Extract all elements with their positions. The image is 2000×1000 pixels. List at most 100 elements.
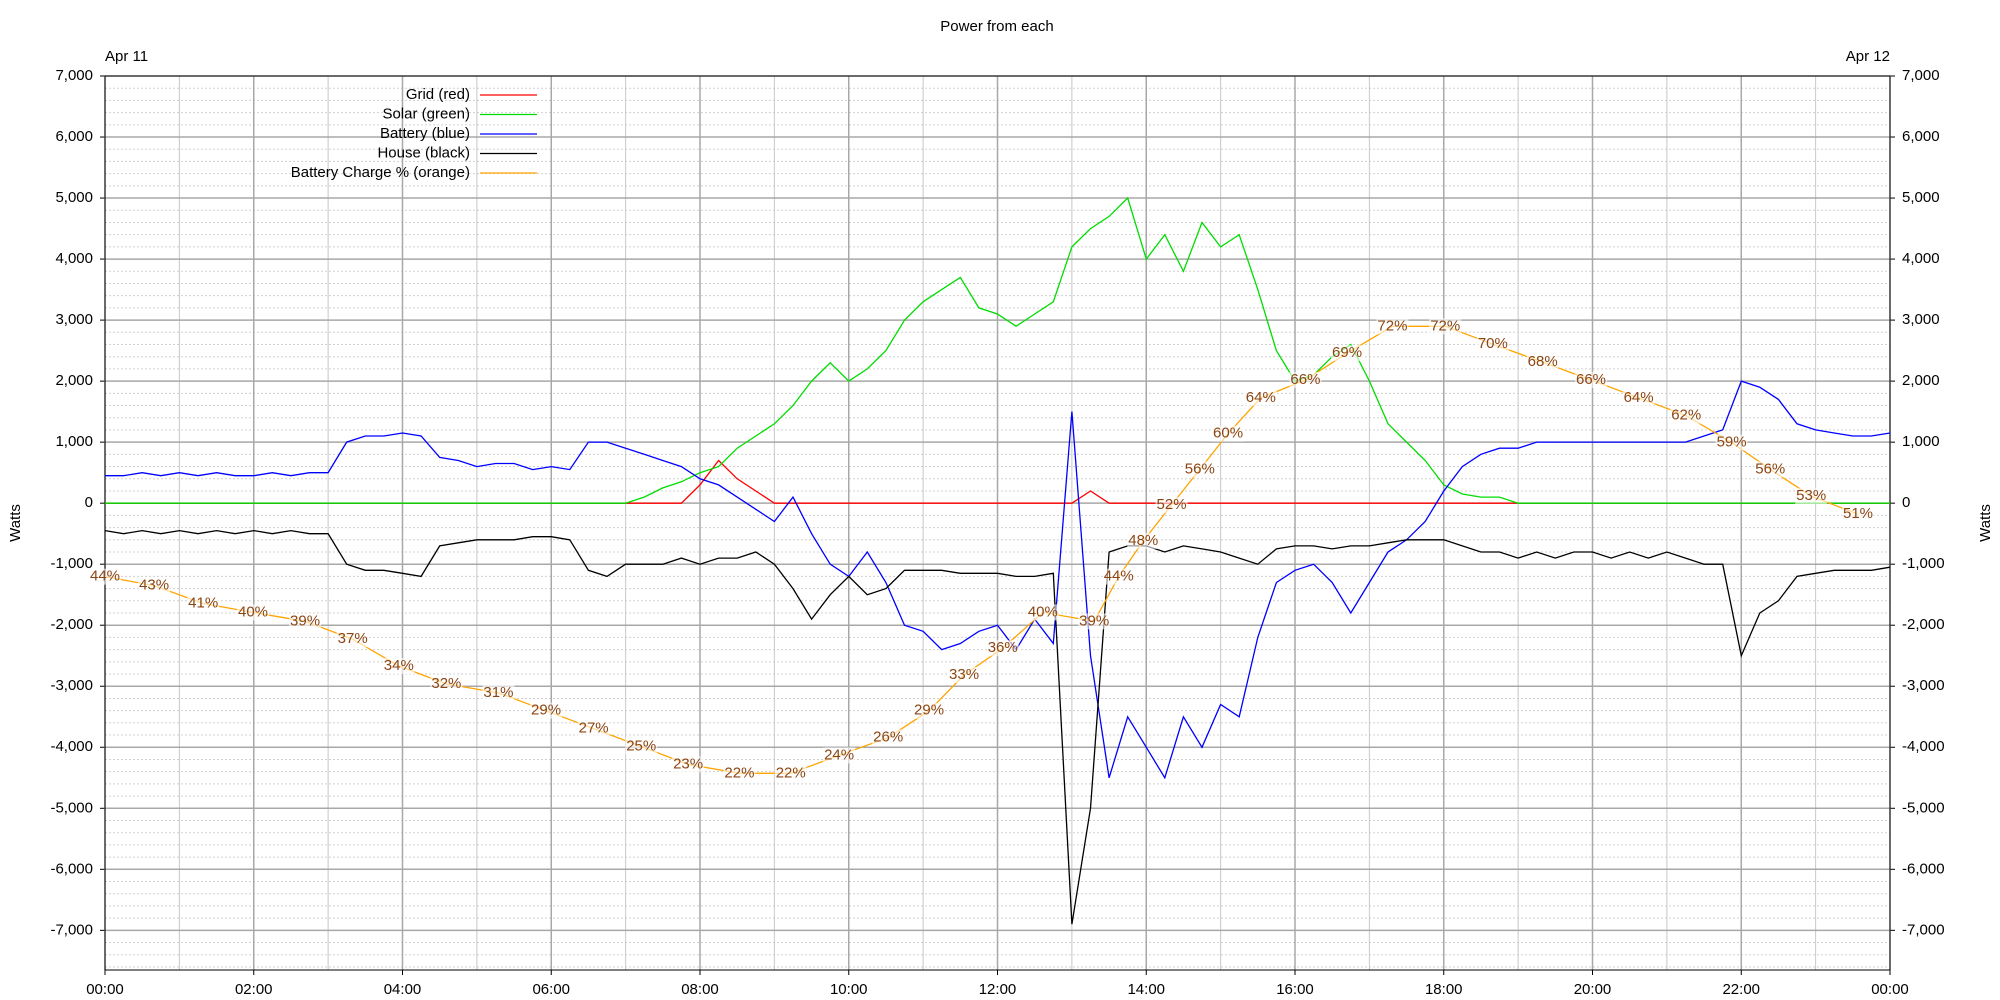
data-label: 59% xyxy=(1717,434,1747,451)
data-label-bg xyxy=(1078,613,1111,630)
y-tick-label-right: 6,000 xyxy=(1902,128,1940,145)
data-label-bg xyxy=(1155,497,1188,514)
data-label: 70% xyxy=(1478,335,1508,352)
y-tick-label: 2,000 xyxy=(55,372,93,389)
data-label: 34% xyxy=(384,657,414,674)
annotation: Apr 12 xyxy=(1846,48,1890,65)
y-tick-label-right: 7,000 xyxy=(1902,67,1940,84)
series-line xyxy=(104,529,1891,925)
y-tick-label: 1,000 xyxy=(55,433,93,450)
y-tick-label: -6,000 xyxy=(50,860,93,877)
data-label: 56% xyxy=(1185,460,1215,477)
y-tick-label-right: -6,000 xyxy=(1902,860,1945,877)
data-label-bg xyxy=(948,666,981,683)
data-label: 37% xyxy=(338,630,368,647)
x-tick-label: 14:00 xyxy=(1127,981,1165,998)
data-label-bg xyxy=(289,613,322,630)
data-label: 52% xyxy=(1157,496,1187,513)
x-tick-label: 00:00 xyxy=(86,981,124,998)
data-label-bg xyxy=(1526,354,1559,371)
y-tick-label-right: -7,000 xyxy=(1902,921,1945,938)
y-tick-label-right: -4,000 xyxy=(1902,738,1945,755)
data-label: 64% xyxy=(1246,389,1276,406)
data-label-bg xyxy=(625,738,658,755)
data-label: 69% xyxy=(1332,344,1362,361)
data-label-bg xyxy=(1376,318,1409,335)
y-tick-label-right: -1,000 xyxy=(1902,555,1945,572)
data-label-bg xyxy=(1715,434,1748,451)
data-label: 33% xyxy=(949,666,979,683)
annotation: Apr 11 xyxy=(105,48,148,65)
data-label-bg xyxy=(530,702,563,719)
data-label: 60% xyxy=(1213,425,1243,442)
y-tick-label: 5,000 xyxy=(55,189,93,206)
data-label-bg xyxy=(913,702,946,719)
data-label-bg xyxy=(1754,461,1787,478)
data-label-bg xyxy=(1127,532,1160,549)
data-label: 40% xyxy=(1028,603,1058,620)
data-label: 43% xyxy=(139,577,169,594)
x-tick-label: 00:00 xyxy=(1871,981,1909,998)
data-label: 68% xyxy=(1528,353,1558,370)
y-tick-label: 4,000 xyxy=(55,250,93,267)
data-label: 53% xyxy=(1796,487,1826,504)
data-label-bg xyxy=(1289,371,1322,388)
data-label: 51% xyxy=(1843,505,1873,522)
data-label: 36% xyxy=(988,639,1018,656)
x-tick-label: 20:00 xyxy=(1574,981,1612,998)
data-label-bg xyxy=(89,568,121,585)
x-tick-label: 04:00 xyxy=(384,981,422,998)
y-tick-label: 6,000 xyxy=(55,128,93,145)
data-label: 48% xyxy=(1128,532,1158,549)
data-label-bg xyxy=(986,640,1019,657)
y-tick-label: -3,000 xyxy=(50,677,93,694)
chart-title: Power from each xyxy=(940,18,1053,35)
x-tick-label: 22:00 xyxy=(1722,981,1760,998)
y-tick-label-right: 5,000 xyxy=(1902,189,1940,206)
data-label: 24% xyxy=(824,746,854,763)
y-tick-label-right: 2,000 xyxy=(1902,372,1940,389)
y-tick-label: -7,000 xyxy=(50,921,93,938)
data-label: 66% xyxy=(1576,371,1606,388)
data-label-bg xyxy=(382,658,415,675)
data-label-bg xyxy=(138,577,171,594)
data-label: 39% xyxy=(290,612,320,629)
data-label-bg xyxy=(187,595,220,612)
data-label-bg xyxy=(1429,318,1462,335)
data-label: 32% xyxy=(431,675,461,692)
data-label: 29% xyxy=(914,702,944,719)
data-label: 64% xyxy=(1624,389,1654,406)
data-label-bg xyxy=(237,604,270,621)
x-tick-label: 12:00 xyxy=(979,981,1017,998)
plot-frame xyxy=(104,75,1891,971)
legend-label: House (black) xyxy=(377,144,470,161)
legend-label: Solar (green) xyxy=(382,105,470,122)
y-tick-label: -1,000 xyxy=(50,555,93,572)
data-label-bg xyxy=(723,765,756,782)
data-label: 72% xyxy=(1377,317,1407,334)
data-label-bg xyxy=(1476,336,1509,353)
data-label: 39% xyxy=(1079,612,1109,629)
legend-label: Battery (blue) xyxy=(380,125,470,142)
data-label: 40% xyxy=(238,603,268,620)
x-tick-label: 02:00 xyxy=(235,981,273,998)
data-label-bg xyxy=(1183,461,1216,478)
y-axis-label-right: Watts xyxy=(1977,504,1994,542)
data-label: 72% xyxy=(1430,317,1460,334)
data-label-bg xyxy=(482,684,515,701)
legend-label: Battery Charge % (orange) xyxy=(291,164,470,181)
series-line xyxy=(105,380,1891,780)
data-label: 44% xyxy=(90,568,120,585)
y-tick-label-right: -5,000 xyxy=(1902,799,1945,816)
data-label: 25% xyxy=(626,737,656,754)
y-tick-label: 3,000 xyxy=(55,311,93,328)
data-label: 22% xyxy=(776,764,806,781)
data-label-bg xyxy=(1842,506,1875,523)
x-tick-label: 06:00 xyxy=(532,981,570,998)
y-tick-label: 0 xyxy=(85,494,93,511)
data-label: 29% xyxy=(531,702,561,719)
y-tick-label-right: -3,000 xyxy=(1902,677,1945,694)
data-label-bg xyxy=(1244,389,1277,406)
